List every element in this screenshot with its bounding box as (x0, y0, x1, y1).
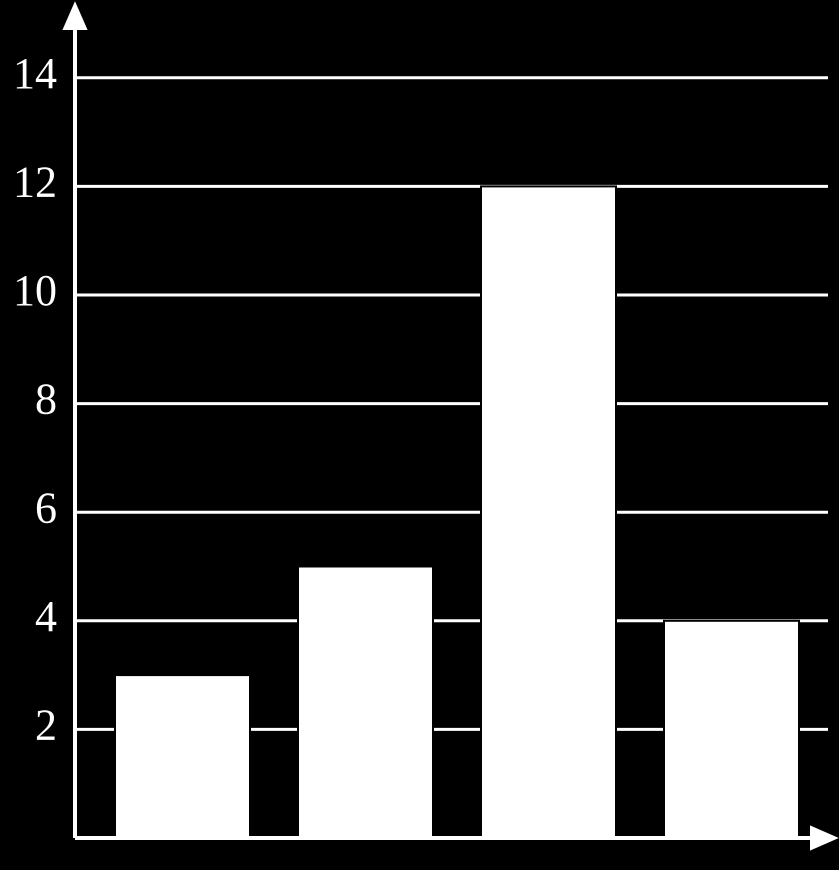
y-tick-label: 8 (35, 375, 57, 424)
y-tick-label: 12 (13, 157, 57, 206)
bar (481, 186, 616, 838)
y-tick-label: 4 (35, 592, 57, 641)
y-tick-label: 14 (13, 49, 57, 98)
bar-chart: 2 4 6 8 10 12 14 (0, 0, 839, 870)
chart-canvas: 2 4 6 8 10 12 14 (0, 0, 839, 870)
y-tick-label: 10 (13, 266, 57, 315)
bar (298, 567, 433, 839)
y-tick-label: 6 (35, 483, 57, 532)
y-tick-label: 2 (35, 700, 57, 749)
bar (115, 675, 250, 838)
bar (664, 621, 799, 838)
